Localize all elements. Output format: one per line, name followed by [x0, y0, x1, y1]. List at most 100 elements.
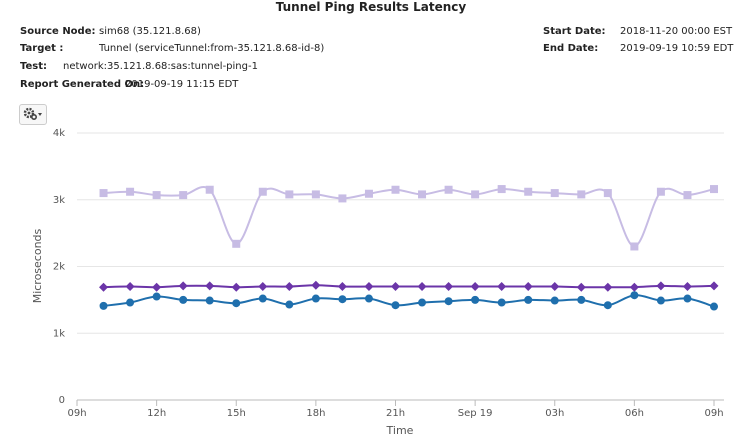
- point: [497, 185, 506, 194]
- point: [497, 282, 507, 292]
- point: [630, 242, 639, 251]
- point: [126, 187, 135, 196]
- point: [629, 282, 639, 292]
- series-line: [103, 294, 715, 308]
- point: [125, 282, 135, 292]
- point: [391, 301, 400, 310]
- point: [205, 185, 214, 194]
- point: [550, 296, 559, 305]
- point: [656, 281, 666, 291]
- point: [232, 299, 241, 308]
- point: [576, 282, 586, 292]
- chart-options-button[interactable]: [19, 104, 47, 125]
- x-axis-title: Time: [386, 424, 414, 437]
- x-tick-label: 15h: [227, 408, 246, 419]
- field-label: Test:: [20, 61, 48, 72]
- point: [311, 280, 321, 290]
- x-tick-label: 06h: [625, 408, 644, 419]
- y-tick-label: 1k: [53, 328, 65, 339]
- point: [258, 187, 267, 196]
- x-tick-label: 09h: [704, 408, 723, 419]
- point: [364, 282, 374, 292]
- point: [391, 185, 400, 194]
- point: [709, 281, 719, 291]
- field-label: Report Generated On:: [20, 79, 145, 90]
- point: [179, 295, 188, 304]
- point: [710, 302, 718, 311]
- point: [285, 190, 294, 199]
- point: [311, 190, 320, 199]
- point: [656, 187, 665, 196]
- point: [152, 282, 162, 292]
- field-label: Start Date:: [543, 26, 606, 37]
- report-title: Tunnel Ping Results Latency: [275, 0, 467, 14]
- point: [418, 298, 427, 307]
- y-tick-label: 0: [59, 395, 65, 406]
- point: [471, 190, 480, 199]
- point: [338, 295, 347, 304]
- x-tick-label: 12h: [147, 408, 166, 419]
- point: [523, 282, 533, 292]
- field-label: End Date:: [543, 43, 599, 54]
- point: [417, 282, 427, 292]
- point: [550, 189, 559, 198]
- field-label: Target :: [20, 43, 64, 54]
- point: [99, 301, 108, 310]
- field-value: Tunnel (serviceTunnel:from-35.121.8.68-i…: [99, 43, 325, 54]
- point: [285, 300, 294, 309]
- field-value: network:35.121.8.68:sas:tunnel-ping-1: [63, 61, 258, 72]
- point: [444, 282, 454, 292]
- x-tick-label: Sep 19: [458, 408, 493, 419]
- point: [470, 282, 480, 292]
- point: [364, 189, 373, 198]
- series-line: [103, 284, 715, 289]
- point: [444, 185, 453, 194]
- point: [550, 282, 560, 292]
- field-value: 2018-11-20 00:00 EST: [620, 26, 733, 37]
- point: [682, 282, 692, 292]
- y-axis-title: Microseconds: [31, 228, 44, 303]
- point: [126, 298, 135, 307]
- field-value: sim68 (35.121.8.68): [99, 26, 201, 37]
- point: [152, 292, 161, 301]
- point: [205, 281, 215, 291]
- point: [630, 291, 639, 300]
- field-label: Source Node:: [20, 26, 96, 37]
- point: [179, 191, 188, 200]
- point: [284, 282, 294, 292]
- x-tick-label: 09h: [67, 408, 86, 419]
- point: [656, 296, 665, 305]
- point: [444, 297, 453, 306]
- point: [152, 191, 161, 200]
- point: [205, 296, 214, 305]
- y-tick-label: 4k: [53, 128, 65, 139]
- point: [524, 187, 533, 196]
- point: [99, 189, 108, 198]
- y-tick-label: 3k: [53, 195, 65, 206]
- point: [337, 282, 347, 292]
- point: [178, 281, 188, 291]
- point: [258, 294, 267, 303]
- series-line: [103, 186, 715, 248]
- point: [577, 190, 586, 199]
- point: [471, 295, 480, 304]
- y-tick-label: 2k: [53, 262, 65, 273]
- x-tick-label: 21h: [386, 408, 405, 419]
- x-tick-label: 18h: [306, 408, 325, 419]
- point: [603, 189, 612, 198]
- point: [232, 239, 241, 248]
- point: [524, 295, 533, 304]
- point: [231, 282, 241, 292]
- gear-icon: [23, 107, 42, 121]
- point: [311, 294, 320, 303]
- point: [258, 282, 268, 292]
- point: [99, 282, 109, 292]
- point: [577, 295, 586, 304]
- point: [497, 298, 506, 307]
- point: [683, 191, 692, 200]
- point: [364, 294, 373, 303]
- x-tick-label: 03h: [545, 408, 564, 419]
- field-value: 2019-09-19 11:15 EDT: [125, 79, 239, 90]
